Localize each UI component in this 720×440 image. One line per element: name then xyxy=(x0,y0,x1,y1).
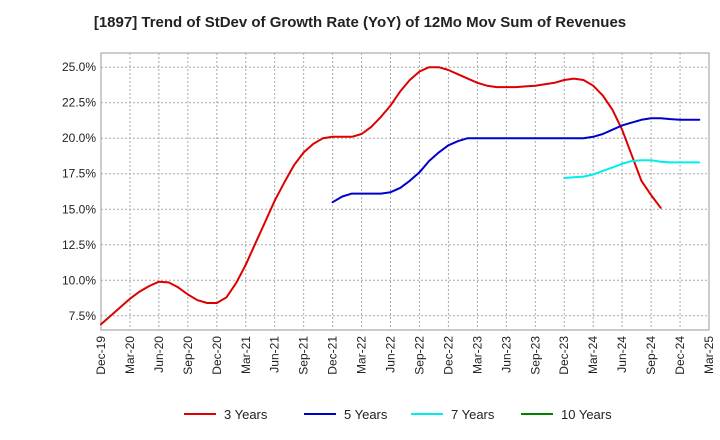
x-tick-label: Sep-24 xyxy=(644,336,658,375)
series-lines xyxy=(100,66,701,326)
x-tick-label: Dec-22 xyxy=(441,336,455,375)
grid-lines xyxy=(101,53,709,330)
x-tick-label: Sep-21 xyxy=(297,336,311,375)
x-tick-label: Dec-21 xyxy=(326,336,340,375)
x-tick-label: Dec-23 xyxy=(557,336,571,375)
y-tick-label: 12.5% xyxy=(62,238,96,252)
x-tick-label: Sep-23 xyxy=(528,336,542,375)
x-tick-label: Mar-22 xyxy=(355,336,369,374)
y-tick-label: 25.0% xyxy=(62,60,96,74)
x-tick-label: Mar-20 xyxy=(123,336,137,374)
legend-label: 5 Years xyxy=(344,407,388,422)
x-tick-label: Mar-24 xyxy=(586,336,600,374)
legend: 3 Years 5 Years 7 Years 10 Years xyxy=(184,407,612,422)
x-tick-label: Sep-20 xyxy=(181,336,195,375)
x-tick-label: Jun-24 xyxy=(615,336,629,373)
series-line-7-years xyxy=(563,159,701,179)
y-tick-label: 15.0% xyxy=(62,202,96,216)
x-tick-label: Jun-20 xyxy=(152,336,166,373)
x-tick-label: Mar-25 xyxy=(702,336,716,374)
y-tick-label: 22.5% xyxy=(62,96,96,110)
x-tick-label: Dec-19 xyxy=(94,336,108,375)
series-line-5-years xyxy=(331,117,701,204)
x-tick-label: Jun-22 xyxy=(384,336,398,373)
x-tick-label: Dec-24 xyxy=(673,336,687,375)
legend-label: 10 Years xyxy=(561,407,612,422)
x-tick-label: Mar-21 xyxy=(239,336,253,374)
x-tick-label: Sep-22 xyxy=(412,336,426,375)
x-tick-label: Jun-23 xyxy=(499,336,513,373)
legend-label: 7 Years xyxy=(451,407,495,422)
x-tick-label: Dec-20 xyxy=(210,336,224,375)
y-tick-label: 7.5% xyxy=(69,309,97,323)
y-tick-label: 17.5% xyxy=(62,167,96,181)
x-tick-label: Jun-21 xyxy=(268,336,282,373)
x-tick-label: Mar-23 xyxy=(470,336,484,374)
series-line-3-years xyxy=(100,66,662,326)
legend-label: 3 Years xyxy=(224,407,268,422)
plot-area xyxy=(100,52,710,331)
y-axis-ticks: 7.5% 10.0% 12.5% 15.0% 17.5% 20.0% 22.5% 25.0% xyxy=(62,60,96,323)
y-tick-label: 20.0% xyxy=(62,131,96,145)
chart-title: [1897] Trend of StDev of Growth Rate (Yo… xyxy=(93,14,627,31)
x-axis-ticks: Dec-19 Mar-20 Jun-20 Sep-20 Dec-20 Mar-21 Jun-… xyxy=(94,336,716,375)
y-tick-label: 10.0% xyxy=(62,273,96,287)
